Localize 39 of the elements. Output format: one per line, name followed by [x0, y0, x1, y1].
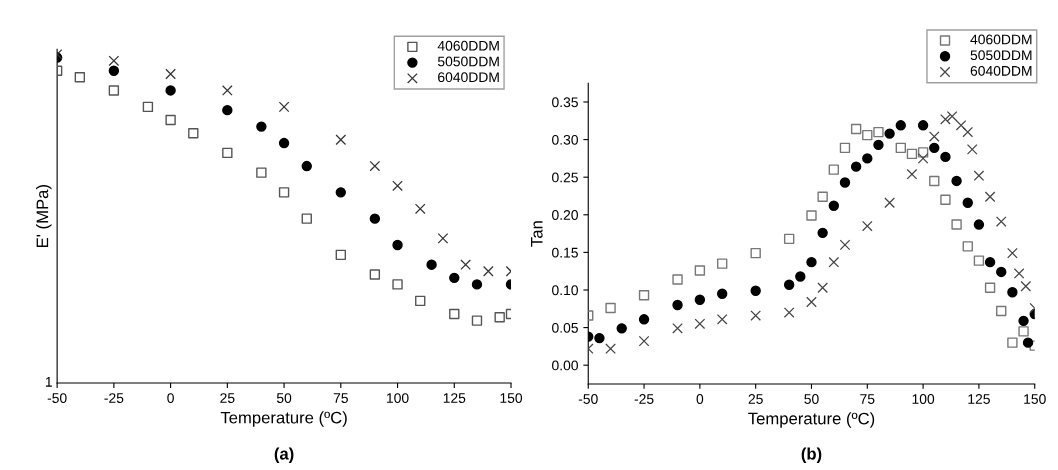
- x-tick-label: 125: [968, 394, 990, 404]
- legend-label: 4060DDM: [437, 40, 499, 51]
- y-tick-label: 0.05: [552, 322, 578, 333]
- text: 1: [45, 377, 52, 387]
- x-tick-label: 150: [1024, 394, 1046, 404]
- y-tick-label: 0.25: [552, 172, 578, 183]
- x-tick-label: -50: [47, 393, 67, 403]
- x-tick-label: 75: [860, 394, 875, 404]
- y-axis-title: E' (MPa): [36, 185, 52, 247]
- x-tick-label: 0: [696, 394, 704, 404]
- legend-label: 5050DDM: [970, 50, 1032, 61]
- legend-label: 5050DDM: [437, 56, 499, 67]
- x-tick-label: 25: [748, 394, 763, 404]
- x-tick-label: 125: [443, 393, 466, 403]
- text: (a): [274, 447, 294, 463]
- legend-label: 6040DDM: [970, 65, 1032, 76]
- y-tick-label: 0.10: [552, 285, 578, 296]
- y-tick-label: 0.35: [552, 97, 578, 108]
- x-tick-label: 0: [167, 393, 174, 403]
- x-tick-label: -25: [104, 393, 124, 403]
- legend-label: 6040DDM: [438, 72, 499, 83]
- legend-label: 4060DDM: [970, 34, 1032, 45]
- x-axis-title: Temperature (ºC): [748, 412, 875, 428]
- y-axis-title: Tan: [531, 221, 543, 247]
- x-tick-label: 100: [387, 393, 409, 403]
- x-tick-label: -25: [634, 394, 654, 404]
- x-tick-label: -50: [578, 394, 598, 404]
- y-tick-label: 0.30: [552, 134, 578, 145]
- y-tick-label: 0.15: [552, 247, 578, 258]
- text: (b): [801, 447, 822, 463]
- y-tick-label: 0.00: [552, 360, 578, 371]
- y-tick-label: 0.20: [552, 210, 578, 220]
- x-tick-label: 50: [804, 394, 819, 404]
- x-axis-title: Temperature (ºC): [220, 411, 347, 427]
- x-tick-label: 50: [276, 393, 292, 403]
- x-tick-label: 75: [333, 393, 348, 403]
- x-tick-label: 100: [912, 394, 935, 404]
- x-tick-label: 25: [220, 393, 235, 403]
- x-tick-label: 150: [500, 393, 523, 403]
